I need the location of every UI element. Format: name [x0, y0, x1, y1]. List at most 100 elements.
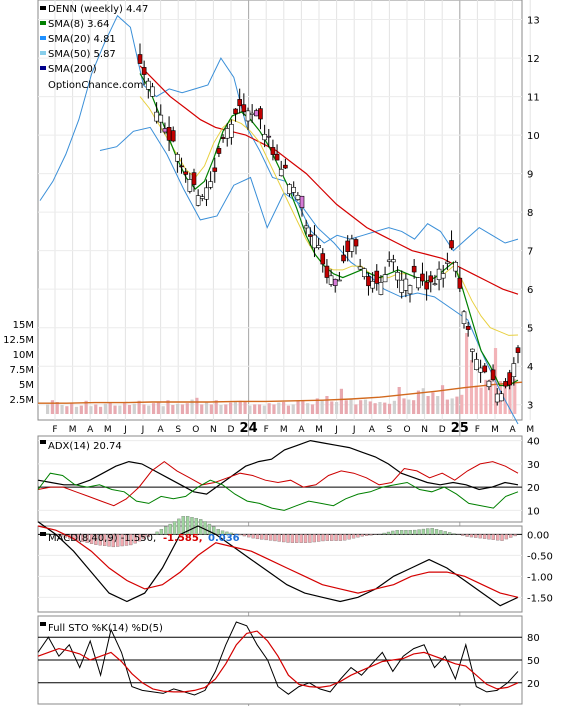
volume-bar: [262, 405, 266, 414]
volume-bar: [484, 379, 488, 414]
x-tick-label: J: [352, 425, 356, 435]
candle-body: [382, 274, 388, 283]
candle-body: [332, 278, 338, 286]
macd-histogram-bar: [46, 533, 50, 535]
macd-histogram-bar: [76, 534, 81, 541]
candle-body: [166, 126, 172, 141]
volume-bar: [190, 399, 194, 414]
volume-bar: [176, 403, 180, 414]
x-tick-label: A: [369, 425, 376, 435]
candle-body: [432, 283, 438, 286]
candle-body: [278, 169, 284, 177]
macd-histogram-bar: [421, 528, 426, 535]
candle-body: [212, 167, 218, 172]
volume-bar: [147, 405, 151, 414]
x-tick-label: A: [510, 425, 517, 435]
volume-bar: [113, 405, 117, 414]
candle-body: [407, 285, 413, 295]
volume-bar: [416, 390, 421, 414]
macd-histogram-bar: [351, 534, 356, 539]
macd-histogram-bar: [303, 534, 308, 543]
volume-bar: [79, 405, 83, 414]
candle-body: [183, 171, 188, 175]
macd-histogram-bar: [321, 534, 325, 542]
x-tick-label: M: [526, 425, 534, 435]
candle-body: [399, 279, 404, 293]
macd-histogram-bar: [382, 532, 386, 535]
macd-histogram-bar: [164, 526, 168, 535]
volume-bar: [253, 404, 257, 414]
volume-bar: [171, 405, 175, 414]
volume-bar: [224, 404, 228, 414]
x-tick-label: M: [104, 425, 112, 435]
candle-body: [386, 259, 392, 262]
volume-bar: [132, 403, 136, 414]
candle-body: [503, 381, 508, 387]
candle-body: [150, 86, 155, 97]
price-panel-frame: [37, 0, 523, 421]
macd-histogram-bar: [273, 534, 277, 542]
volume-bar: [151, 403, 156, 414]
volume-bar: [431, 392, 435, 414]
candle-body: [233, 108, 238, 114]
macd-histogram-bar: [129, 534, 133, 546]
macd-histogram-bar: [107, 534, 111, 547]
macd-histogram-bar: [155, 531, 159, 535]
adx-panel-frame: [37, 435, 523, 523]
macd-histogram-bar: [238, 534, 242, 536]
macd-histogram-bar: [316, 534, 321, 542]
candle-body: [324, 265, 330, 278]
volume-bar: [84, 400, 88, 414]
candle-body: [499, 393, 504, 402]
macd-histogram-bar: [330, 534, 334, 541]
x-tick-label: J: [141, 425, 145, 435]
candle-body: [420, 273, 425, 282]
volume-bar: [238, 400, 242, 414]
macd-histogram-bar: [268, 534, 273, 541]
x-tick-label: A: [87, 425, 94, 435]
macd-histogram-bar: [417, 529, 421, 535]
volume-bar: [103, 403, 107, 414]
volume-bar: [465, 333, 469, 414]
macd-histogram-bar: [439, 530, 443, 535]
macd-histogram-bar: [399, 530, 404, 535]
adx-y-tick: 10: [527, 506, 540, 517]
legend-label: SMA(8) 3.64: [48, 19, 109, 30]
candle-body: [187, 179, 193, 192]
candle-body: [353, 239, 359, 247]
volume-bar: [368, 401, 372, 414]
candle-body: [258, 108, 263, 120]
candle-body: [241, 104, 247, 113]
volume-bar: [426, 396, 430, 414]
volume-bar: [489, 379, 493, 414]
macd-histogram-bar: [395, 530, 399, 535]
bollinger-lower-band: [99, 126, 519, 425]
macd-histogram-bar: [447, 532, 452, 535]
macd-histogram-bar: [220, 530, 225, 535]
volume-y-tick: 5M: [19, 380, 34, 391]
candle-body: [312, 234, 317, 249]
bollinger-upper-band: [39, 14, 519, 252]
volume-bar: [320, 400, 324, 414]
candle-body: [224, 128, 230, 139]
candle-body: [391, 259, 396, 263]
macd-histogram-bar: [482, 534, 487, 539]
candle-body: [175, 154, 180, 162]
x-tick-label: O: [403, 425, 410, 435]
volume-bar: [282, 402, 286, 414]
macd-histogram-bar: [434, 529, 439, 535]
macd-histogram-bar: [343, 534, 347, 541]
macd-histogram-bar: [295, 534, 299, 543]
price-y-tick: 3: [527, 401, 533, 412]
legend-label: SMA(200): [48, 64, 97, 75]
volume-bar: [286, 405, 291, 414]
volume-bar: [118, 405, 122, 414]
candle-body: [328, 275, 334, 285]
candle-body: [266, 135, 272, 138]
macd-histogram-bar: [142, 534, 146, 540]
volume-bar: [325, 396, 329, 414]
volume-bar: [436, 396, 440, 414]
macd-histogram-bar: [168, 523, 172, 535]
volume-bar: [50, 400, 55, 414]
macd-histogram-bar: [509, 534, 513, 538]
